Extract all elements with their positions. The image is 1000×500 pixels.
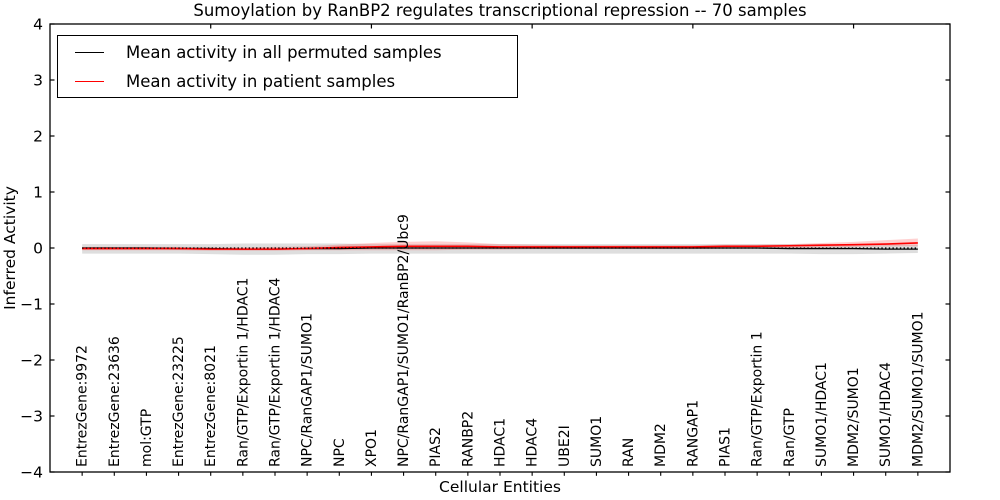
- category-label: Ran/GTP: [782, 408, 798, 467]
- category-label: Ran/GTP/Exportin 1: [750, 331, 766, 467]
- category-label: RANGAP1: [685, 400, 701, 467]
- category-label: NPC/RanGAP1/SUMO1/RanBP2/Ubc9: [396, 214, 412, 467]
- category-label: RANBP2: [460, 411, 476, 467]
- category-label: SUMO1/HDAC1: [814, 362, 830, 467]
- category-label: NPC: [332, 438, 348, 467]
- patient-line-swatch: [75, 81, 104, 82]
- legend-label-permuted: Mean activity in all permuted samples: [126, 43, 442, 62]
- category-label: MDM2/SUMO1: [846, 367, 862, 467]
- category-label: EntrezGene:23225: [171, 336, 187, 467]
- category-label: Ran/GTP/Exportin 1/HDAC1: [235, 278, 251, 467]
- y-tick-label: 4: [33, 16, 43, 34]
- y-axis-label: Inferred Activity: [1, 186, 19, 310]
- category-label: EntrezGene:9972: [75, 345, 91, 467]
- category-label: EntrezGene:23636: [107, 336, 123, 467]
- axis-ticks: [50, 23, 950, 476]
- y-tick-label: 3: [33, 72, 43, 90]
- y-tick-label: −2: [20, 352, 43, 370]
- x-category-labels: EntrezGene:9972 EntrezGene:23636 mol:GTP En…: [75, 214, 927, 467]
- y-tick-labels: 4 3 2 1 0 −1 −2 −3 −4: [20, 16, 43, 482]
- chart-title: Sumoylation by RanBP2 regulates transcri…: [193, 1, 806, 20]
- category-label: PIAS2: [428, 427, 444, 467]
- category-label: UBE2I: [557, 425, 573, 467]
- permuted-line-swatch: [75, 52, 104, 53]
- y-tick-label: −4: [20, 464, 43, 482]
- category-label: NPC/RanGAP1/SUMO1: [300, 313, 316, 467]
- y-tick-label: 2: [33, 128, 43, 146]
- category-label: RAN: [621, 438, 637, 467]
- category-label: HDAC1: [493, 418, 509, 467]
- legend-item-patient: Mean activity in patient samples: [58, 67, 517, 96]
- y-tick-label: −1: [20, 296, 43, 314]
- series-line-1: [82, 242, 918, 250]
- category-label: MDM2/SUMO1/SUMO1: [910, 311, 926, 467]
- category-label: SUMO1: [589, 416, 605, 467]
- legend-item-permuted: Mean activity in all permuted samples: [58, 38, 517, 67]
- category-label: MDM2: [653, 423, 669, 467]
- category-label: SUMO1/HDAC4: [878, 362, 894, 467]
- category-label: Ran/GTP/Exportin 1/HDAC4: [268, 278, 284, 467]
- category-label: mol:GTP: [139, 409, 155, 467]
- y-tick-label: 1: [33, 184, 43, 202]
- legend: Mean activity in all permuted samples Me…: [57, 35, 518, 98]
- category-label: HDAC4: [525, 418, 541, 467]
- category-label: XPO1: [364, 429, 380, 467]
- y-tick-label: 0: [33, 240, 43, 258]
- category-label: PIAS1: [718, 427, 734, 467]
- x-axis-label: Cellular Entities: [439, 478, 561, 496]
- category-label: EntrezGene:8021: [203, 345, 219, 467]
- legend-label-patient: Mean activity in patient samples: [126, 72, 396, 91]
- y-tick-label: −3: [20, 408, 43, 426]
